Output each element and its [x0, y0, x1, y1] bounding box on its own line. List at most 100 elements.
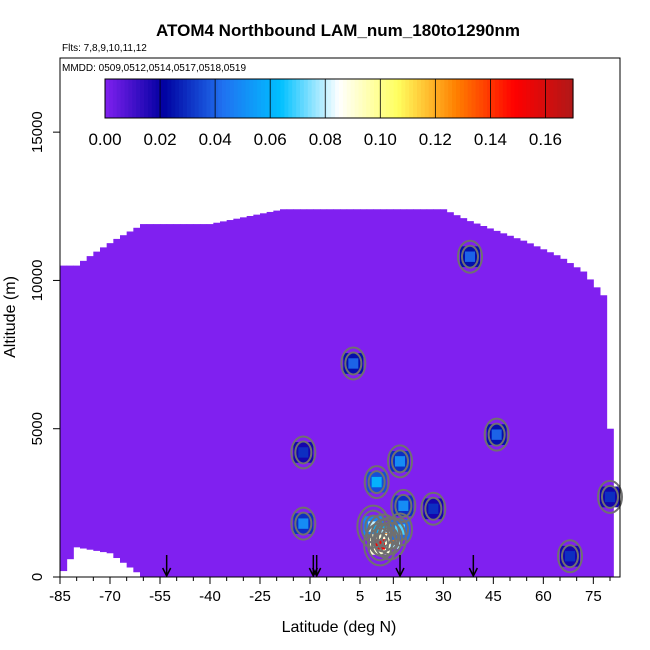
colorbar-tick-label: 0.14: [474, 130, 507, 149]
heatmap-cell: [420, 209, 428, 577]
colorbar-segment: [342, 79, 348, 118]
colorbar-tick-label: 0.02: [144, 130, 177, 149]
heatmap-cell: [220, 221, 228, 577]
colorbar-segment: [428, 79, 434, 118]
colorbar-segment: [144, 79, 149, 118]
colorbar-segment: [362, 79, 367, 118]
heatmap-cell: [565, 551, 575, 562]
colorbar-segment: [491, 79, 496, 118]
colorbar-segment: [307, 79, 313, 118]
contour-line: [290, 435, 317, 470]
colorbar-segment: [218, 79, 223, 118]
heatmap-cell: [428, 503, 439, 514]
heatmap-cell: [465, 251, 475, 262]
heatmap-cell: [140, 224, 148, 577]
colorbar-segment: [389, 79, 395, 118]
colorbar-segment: [409, 79, 414, 118]
colorbar-segment: [237, 79, 243, 118]
contour-line: [424, 496, 443, 521]
colorbar-tick-label: 0.04: [199, 130, 232, 149]
heatmap-cell: [320, 209, 328, 577]
contour-line: [601, 484, 619, 509]
heatmap-cell: [240, 217, 248, 578]
colorbar-segment: [436, 79, 441, 118]
colorbar-segment: [229, 79, 235, 118]
colorbar-segment: [171, 79, 176, 118]
heatmap-cell: [180, 224, 188, 577]
flight-marker-arrowhead: [311, 567, 322, 578]
heatmap-cell: [106, 243, 114, 554]
heatmap-cell: [173, 224, 181, 577]
colorbar-segment: [105, 79, 110, 118]
heatmap-cell: [340, 209, 348, 577]
heatmap-cell: [380, 209, 388, 577]
colorbar-segment: [417, 79, 422, 118]
colorbar-segment: [339, 79, 344, 118]
colorbar-segment: [280, 79, 285, 118]
colorbar-segment: [463, 79, 469, 118]
colorbar-segment: [366, 79, 371, 118]
colorbar-segment: [522, 79, 527, 118]
heatmap-cell: [593, 287, 601, 577]
flight-marker-arrowhead: [395, 567, 405, 578]
y-tick-label: 5000: [29, 412, 46, 445]
plot-frame: [59, 57, 621, 578]
heatmap-cell: [113, 238, 121, 559]
colorbar-segment: [557, 79, 562, 118]
colorbar-segment: [116, 79, 122, 118]
heatmap-cell: [440, 209, 448, 577]
heatmap-cell: [373, 209, 381, 577]
heatmap-cell: [573, 267, 581, 577]
colorbar-tick-label: 0.10: [364, 130, 397, 149]
colorbar-segment: [241, 79, 246, 118]
heatmap-cell: [500, 233, 508, 577]
heatmap-cell: [298, 447, 309, 458]
colorbar-segment: [140, 79, 145, 118]
heatmap-cell: [460, 218, 468, 578]
colorbar-segment: [179, 79, 184, 118]
x-axis-label: Latitude (deg N): [282, 619, 397, 636]
x-tick-label: -10: [299, 588, 321, 605]
heatmap-cell: [126, 231, 134, 568]
heatmap-cell: [226, 220, 234, 578]
colorbar-segment: [448, 79, 453, 118]
colorbar-segment: [346, 79, 352, 118]
heatmap-cell: [605, 491, 615, 503]
heatmap-cell: [133, 227, 141, 573]
contours: [290, 239, 623, 574]
colorbar-segment: [186, 79, 192, 118]
contour-line: [461, 244, 479, 269]
heatmap-cell: [446, 212, 454, 577]
colorbar-segment: [132, 79, 137, 118]
colorbar-segment: [155, 79, 161, 118]
colorbar-segment: [498, 79, 504, 118]
contour-line: [483, 417, 510, 452]
colorbar-segment: [303, 79, 309, 118]
x-tick-label: 30: [435, 588, 452, 605]
contour-line: [487, 422, 506, 447]
colorbar-segment: [534, 79, 539, 118]
x-tick-label: -55: [149, 588, 171, 605]
colorbar-segment: [167, 79, 172, 118]
heatmap-cell: [120, 235, 128, 563]
colorbar-tick-label: 0.12: [419, 130, 452, 149]
colorbar-segment: [136, 79, 141, 118]
colorbar-segment: [327, 79, 332, 118]
colorbar-tick-label: 0.00: [88, 130, 121, 149]
contour-line: [387, 512, 413, 547]
colorbar-segment: [424, 79, 430, 118]
contour-line: [420, 491, 447, 526]
heatmap-cell: [193, 224, 201, 577]
flight-marker-arrowhead: [161, 567, 172, 578]
heatmap-cell: [280, 209, 288, 577]
y-tick-label: 0: [29, 573, 46, 581]
heatmap-cell: [533, 246, 541, 577]
colorbar-segment: [526, 79, 531, 118]
colorbar-segment: [222, 79, 227, 118]
colorbar-tick-label: 0.16: [529, 130, 562, 149]
heatmap-cell: [413, 209, 421, 577]
colorbar-segment: [163, 79, 168, 118]
flight-marker-arrowhead: [468, 567, 479, 578]
x-tick-label: 15: [385, 588, 402, 605]
heatmap-cell: [360, 209, 368, 577]
